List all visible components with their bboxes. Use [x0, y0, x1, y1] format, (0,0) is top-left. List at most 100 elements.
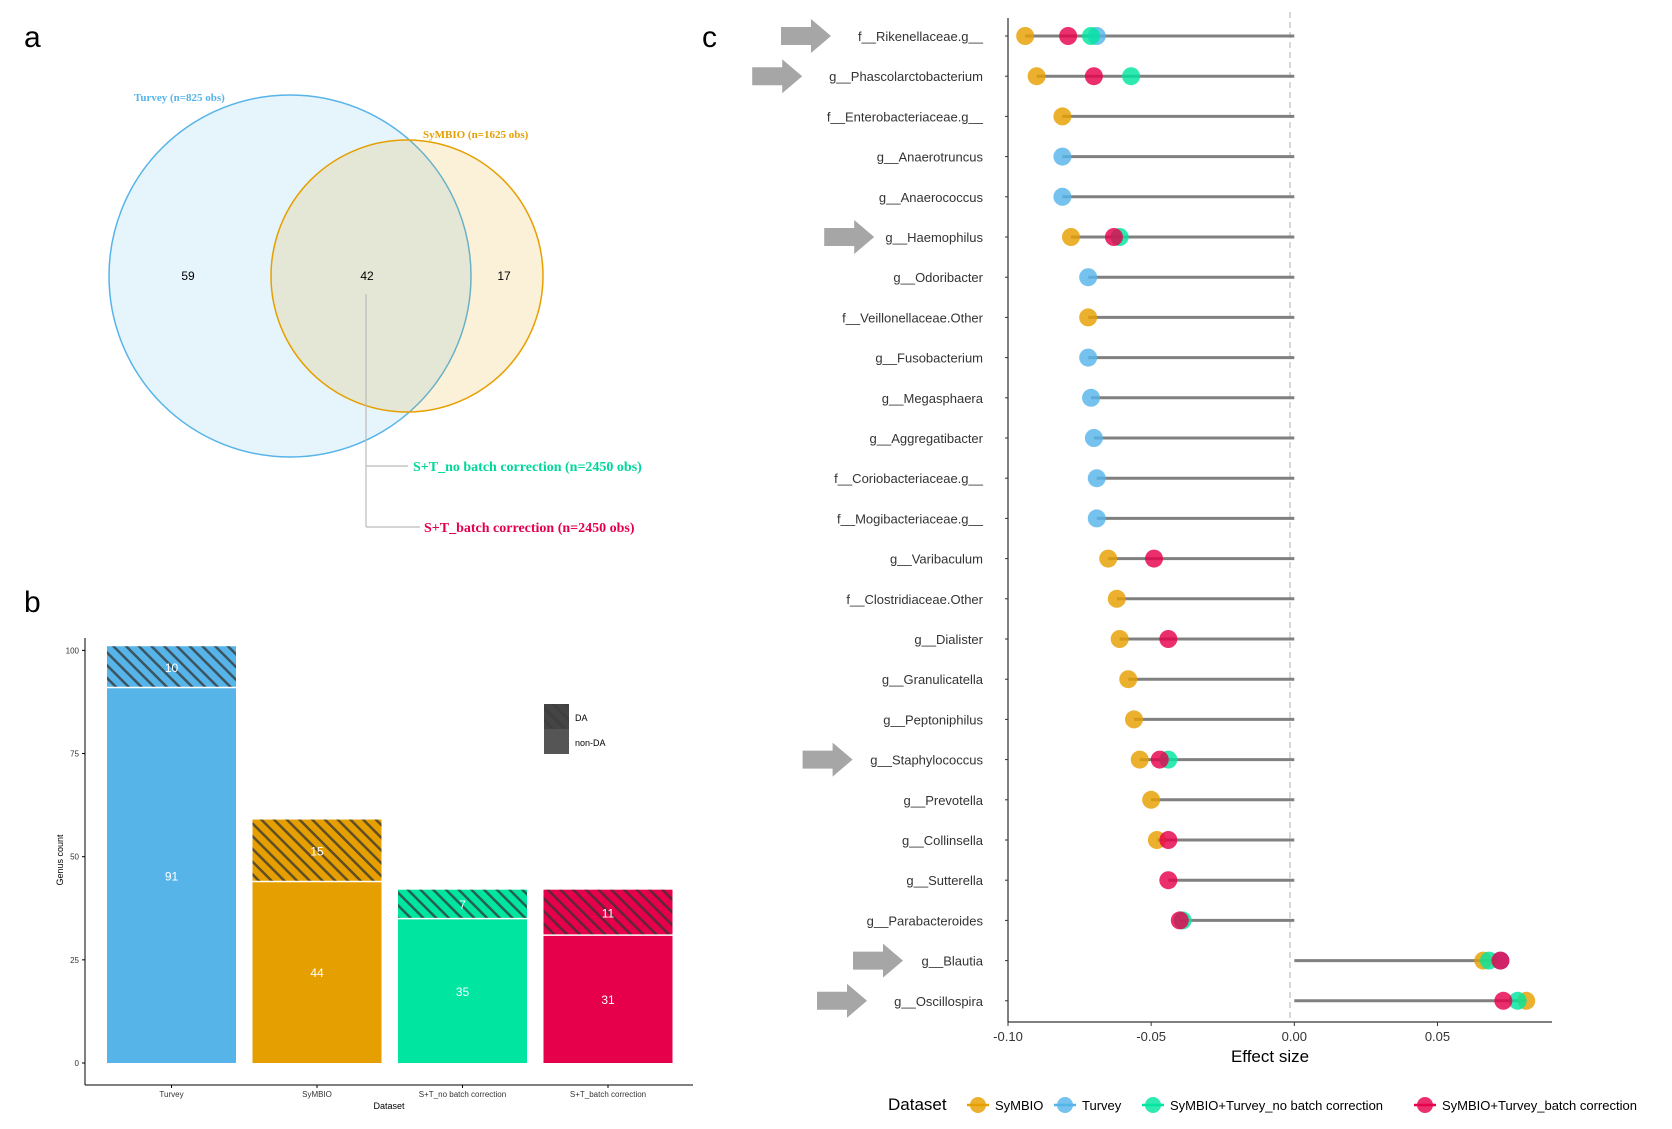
lolli-x-tick-label: 0.05: [1425, 1029, 1450, 1044]
point-symbio: [1107, 589, 1126, 608]
lollipop-chart: f__Rikenellaceae.g__ g__Phascolarctobacte…: [752, 12, 1637, 1114]
point-batch: [1159, 871, 1178, 890]
point-symbio: [1053, 107, 1072, 126]
legend-label-non-da: non-DA: [575, 738, 606, 748]
bar-y-tick-label: 75: [70, 750, 79, 759]
point-batch: [1159, 831, 1178, 849]
bar-label-da: 10: [165, 661, 179, 675]
row-label: f__Rikenellaceae.g__: [858, 29, 984, 44]
row-label: f__Mogibacteriaceae.g__: [837, 511, 984, 526]
bar-legend: DA non-DA: [544, 704, 606, 754]
point-symbio: [1079, 308, 1098, 327]
bar-x-tick-label: Turvey: [159, 1090, 183, 1099]
lolli-rows: f__Rikenellaceae.g__ g__Phascolarctobacte…: [752, 19, 1536, 1018]
bar-da-hatch: [107, 646, 236, 688]
row-label: g__Anaerococcus: [879, 190, 984, 205]
row-label: f__Clostridiaceae.Other: [846, 592, 983, 607]
legend-label: SyMBIO+Turvey_no batch correction: [1170, 1098, 1383, 1113]
point-turvey: [1082, 388, 1101, 407]
point-no-batch: [1122, 67, 1141, 86]
point-batch: [1170, 911, 1189, 930]
row-label: f__Enterobacteriaceae.g__: [827, 109, 984, 124]
highlight-arrow-icon: [824, 220, 875, 254]
row-label: g__Granulicatella: [882, 672, 984, 687]
bar-label-non-da: 35: [456, 985, 470, 999]
venn-count-turvey-only: 59: [181, 269, 195, 283]
row-label: g__Parabacteroides: [867, 913, 984, 928]
point-symbio: [1061, 228, 1080, 246]
point-batch: [1491, 951, 1510, 970]
point-turvey: [1053, 187, 1072, 206]
bar-x-tick-label: S+T_no batch correction: [419, 1090, 506, 1099]
point-batch: [1145, 549, 1164, 568]
row-label: g__Sutterella: [906, 873, 983, 888]
point-batch: [1150, 750, 1169, 769]
row-label: g__Oscillospira: [894, 994, 984, 1009]
point-symbio: [1016, 27, 1035, 45]
lolli-legend: Dataset SyMBIO Turvey SyMBIO+Turvey_no bat…: [888, 1095, 1637, 1114]
bar-x-axis-title: Dataset: [373, 1101, 405, 1111]
lolli-x-ticks: -0.10 -0.05 0.00 0.05: [993, 1022, 1450, 1044]
row-label: g__Fusobacterium: [875, 351, 983, 366]
bar-y-tick-label: 50: [70, 853, 79, 862]
highlight-arrow-icon: [817, 983, 867, 1018]
row-label: g__Odoribacter: [893, 270, 983, 285]
point-turvey: [1087, 509, 1106, 528]
row-label: g__Blautia: [922, 954, 984, 969]
bar-label-non-da: 91: [165, 869, 179, 883]
legend-title: Dataset: [888, 1095, 947, 1114]
bar-label-da: 15: [310, 845, 324, 859]
row-label: g__Staphylococcus: [870, 753, 983, 768]
legend-label-da: DA: [575, 713, 588, 723]
point-symbio: [1099, 549, 1118, 568]
point-turvey: [1079, 268, 1098, 287]
point-symbio: [1119, 670, 1138, 689]
bar-y-tick-label: 25: [70, 956, 79, 965]
row-label: g__Aggregatibacter: [870, 431, 984, 446]
legend-key-point: [1145, 1097, 1161, 1113]
highlight-arrow-icon: [781, 19, 831, 53]
point-batch: [1494, 991, 1513, 1010]
point-no-batch: [1082, 27, 1101, 45]
bar-da-hatch: [398, 889, 527, 919]
legend-key-da-hatch: [544, 704, 569, 729]
point-turvey: [1087, 469, 1106, 488]
lolli-x-tick-label: -0.05: [1136, 1029, 1166, 1044]
legend-label: SyMBIO: [995, 1098, 1043, 1113]
row-label: g__Anaerotruncus: [877, 150, 984, 165]
venn-annotation-batch: S+T_batch correction (n=2450 obs): [424, 521, 635, 536]
bar-x-tick-labels: Turvey SyMBIO S+T_no batch correction S+T_b…: [159, 1085, 646, 1099]
bar-y-axis-title: Genus count: [55, 834, 65, 886]
bar-label-non-da: 31: [601, 993, 615, 1007]
row-label: f__Veillonellaceae.Other: [842, 310, 984, 325]
point-symbio: [1027, 67, 1046, 86]
legend-label: Turvey: [1082, 1098, 1122, 1113]
bar-da-hatch: [252, 819, 382, 882]
legend-key-non-da: [544, 729, 569, 754]
row-label: g__Megasphaera: [882, 391, 984, 406]
point-batch: [1059, 27, 1078, 45]
bar-x-tick-label: S+T_batch correction: [570, 1090, 646, 1099]
panel-letter-b: b: [24, 586, 41, 619]
venn-count-symbio-only: 17: [497, 269, 511, 283]
bar-non-da: [398, 918, 527, 1063]
bar-x-tick-label: SyMBIO: [302, 1090, 332, 1099]
bar-y-ticks: 0 25 50 75 100: [66, 646, 85, 1068]
bar-y-tick-label: 0: [75, 1059, 80, 1068]
panel-letter-a: a: [24, 21, 41, 54]
bar-label-da: 7: [459, 898, 466, 912]
highlight-arrow-icon: [752, 59, 803, 94]
row-label: g__Collinsella: [902, 833, 984, 848]
venn-annotation-no-batch: S+T_no batch correction (n=2450 obs): [413, 460, 642, 475]
point-symbio: [1130, 750, 1149, 769]
highlight-arrow-icon: [802, 742, 853, 777]
venn-circle-symbio: [270, 139, 544, 413]
panel-letter-c: c: [702, 21, 717, 54]
row-label: g__Prevotella: [904, 793, 984, 808]
bar-y-tick-label: 100: [66, 646, 80, 655]
point-batch: [1159, 630, 1178, 648]
row-label: g__Dialister: [914, 632, 983, 647]
bar-non-da: [107, 687, 236, 1063]
lolli-x-tick-label: 0.00: [1282, 1029, 1307, 1044]
